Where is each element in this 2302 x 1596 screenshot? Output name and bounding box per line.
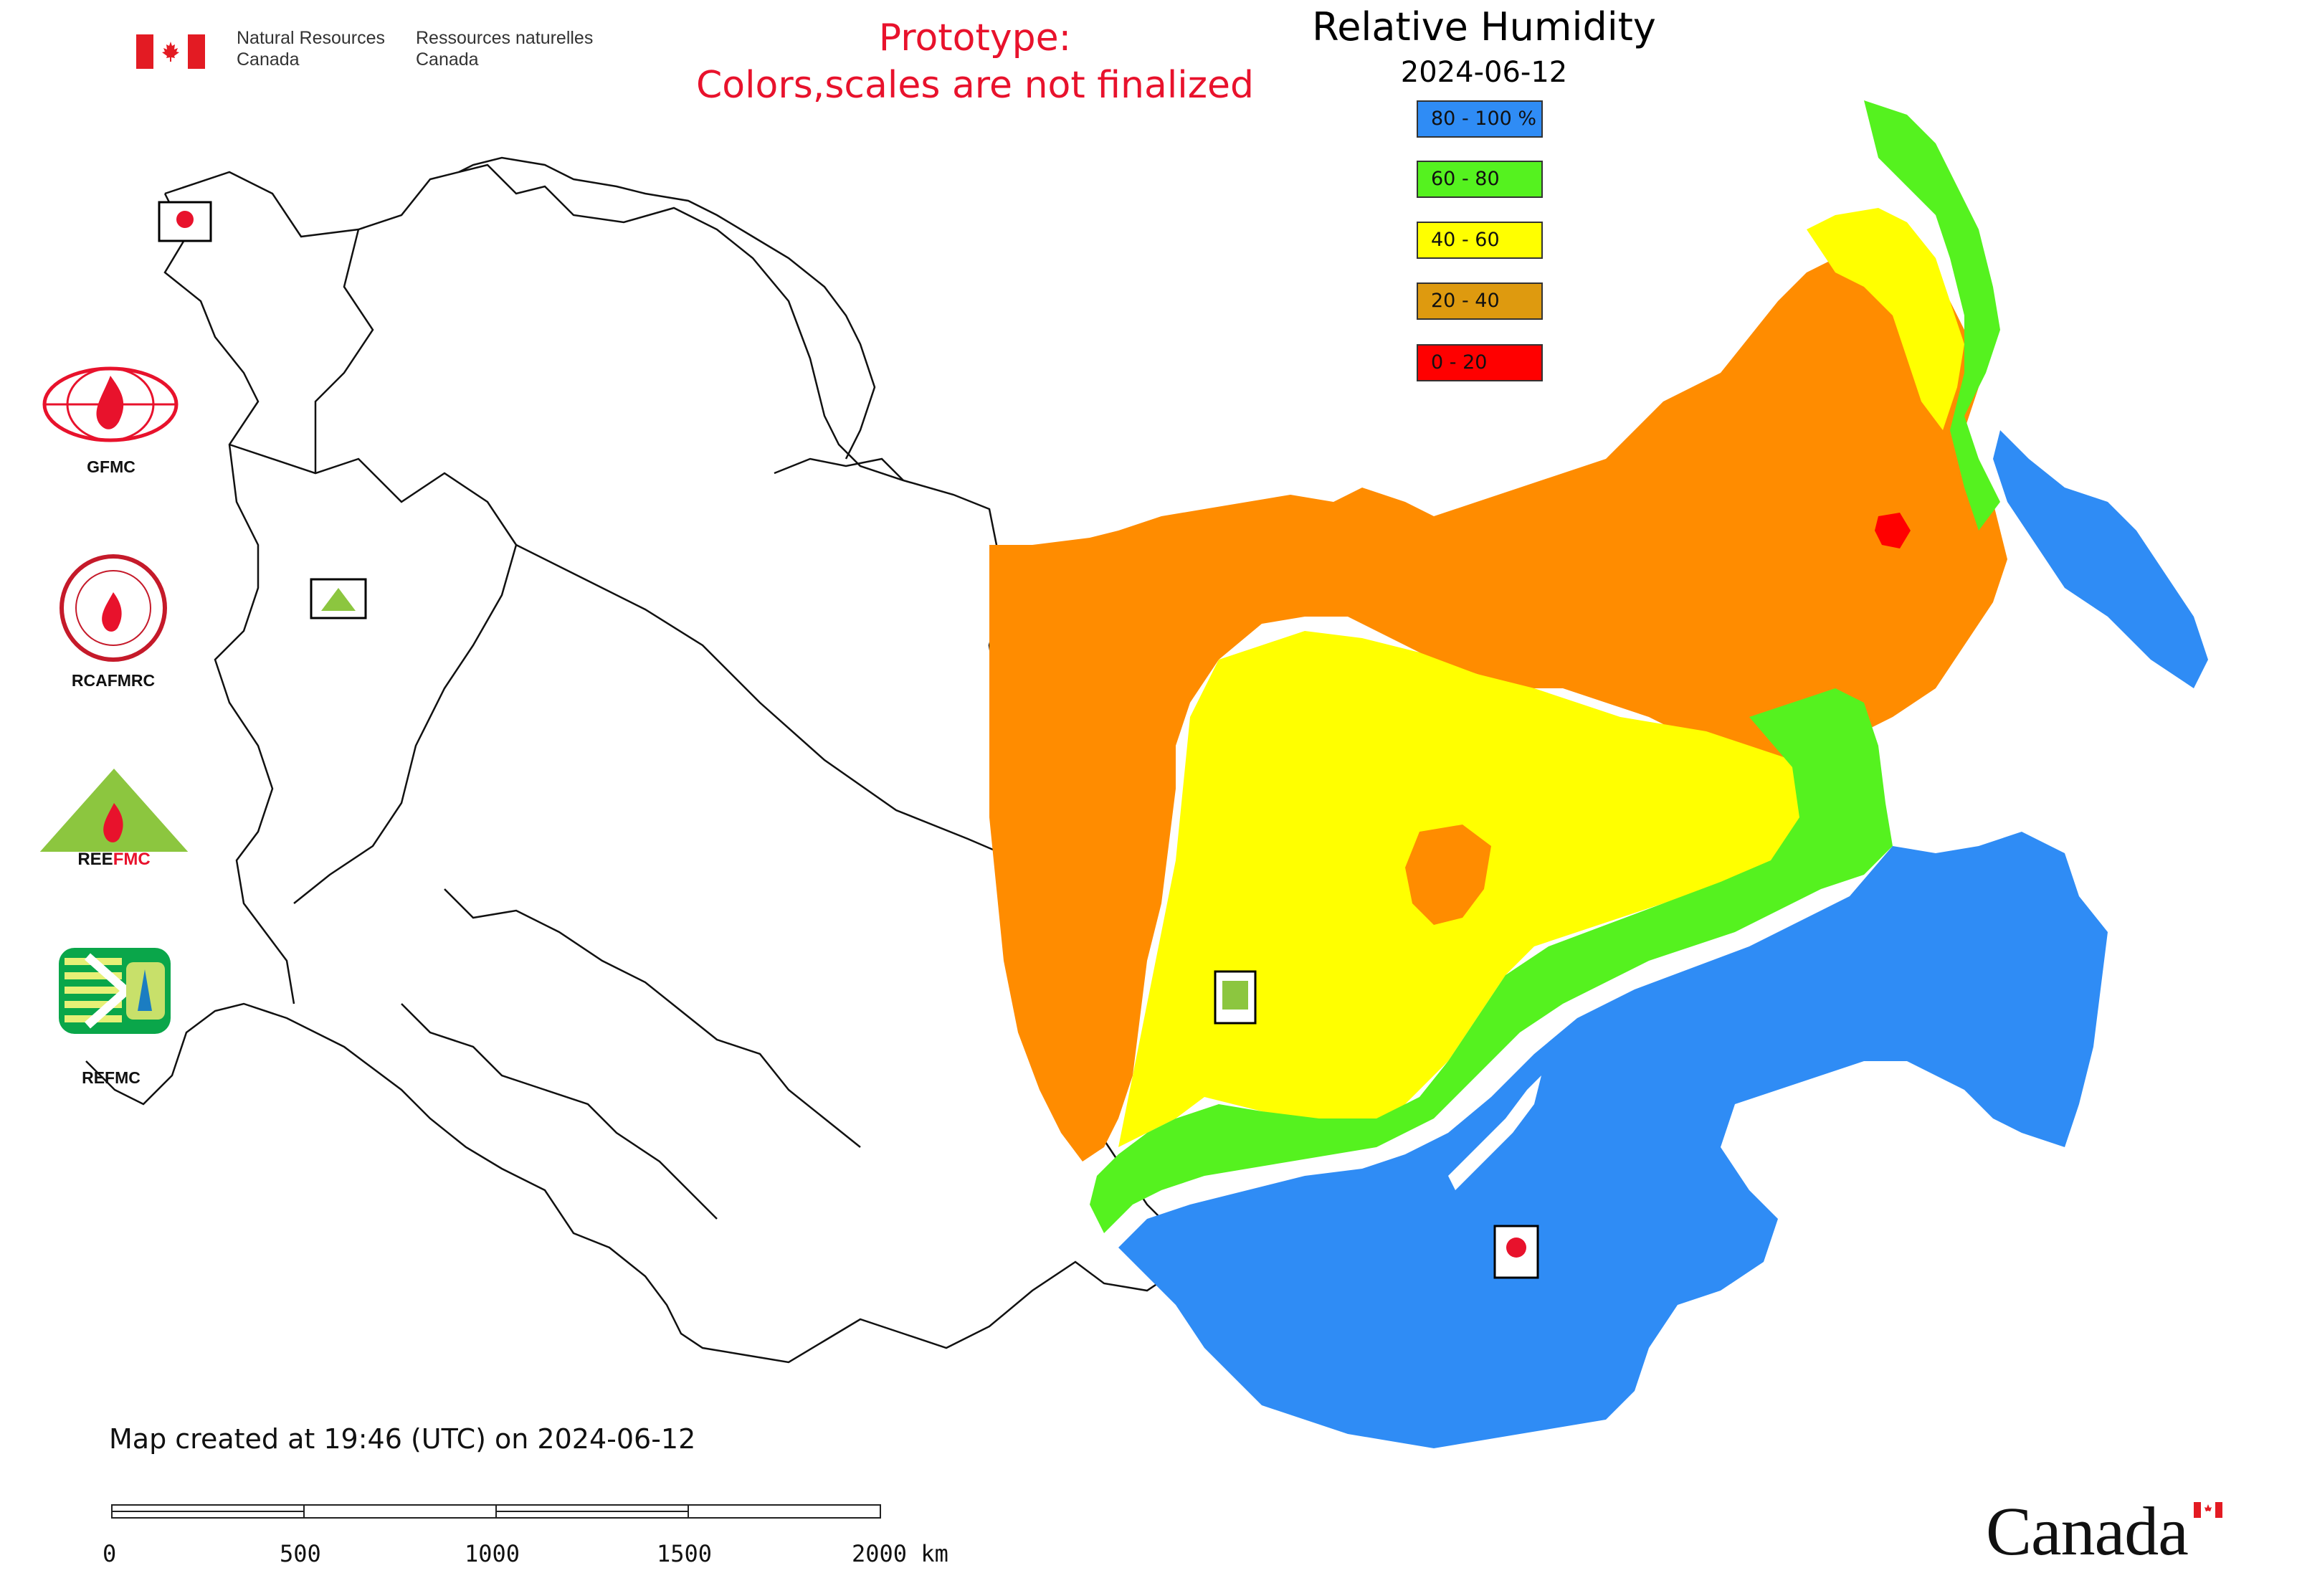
rcafmrc-label: RCAFMRC [71,671,156,690]
gfmc-label: GFMC [87,457,135,476]
region-80-100 [1118,832,2108,1448]
country-outlines [85,156,1192,1364]
scale-tick-1500: 1500 [657,1540,713,1567]
prototype-notice: Prototype: Colors,scales are not finaliz… [695,16,1255,107]
map-date: 2024-06-12 [1400,56,1568,89]
rcafmrc-logo-icon [60,554,167,662]
scale-tick-1000: 1000 [465,1540,520,1567]
legend-item-40-60: 40 - 60 [1417,222,1543,259]
svg-text:REEFMC: REEFMC [77,850,150,868]
department-name-english: Natural Resources Canada [237,28,386,70]
region-60-80 [1090,688,1893,1233]
department-name-french: Ressources naturelles Canada [416,28,594,70]
scale-tick-2000: 2000 km [852,1540,948,1567]
legend-item-80-100: 80 - 100 % [1417,100,1543,138]
reefmc-logo-icon: REEFMC [39,769,189,868]
scale-tick-0: 0 [103,1540,117,1567]
wordmark-flag-icon [2194,1502,2222,1518]
gfmc-logo-icon [42,366,179,442]
map-created-text: Map created at 19:46 (UTC) on 2024-06-12 [109,1423,696,1455]
legend-item-20-40: 20 - 40 [1417,282,1543,320]
refmc-label: REFMC [82,1068,141,1087]
government-signature: Natural Resources Canada Ressources natur… [136,27,638,77]
scale-bar [111,1504,883,1521]
humidity-regions [989,100,2208,1448]
scale-tick-500: 500 [280,1540,321,1567]
refmc-logo-icon [59,948,171,1034]
legend-item-60-80: 60 - 80 [1417,161,1543,198]
legend-item-0-20: 0 - 20 [1417,344,1543,381]
region-0-20 [1875,513,1911,548]
map-marker-reefmc [310,578,367,619]
canada-flag-icon [136,34,205,69]
canada-wordmark: Canada [1986,1493,2189,1569]
map-title: Relative Humidity [1312,4,1656,49]
region-20-40 [989,244,2007,1162]
